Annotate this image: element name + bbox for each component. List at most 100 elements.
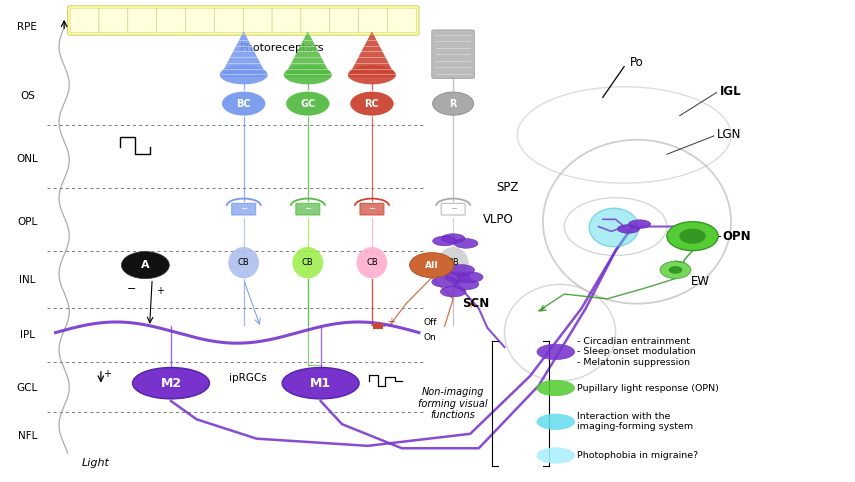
Text: M2: M2 [161,377,181,389]
Text: RPE: RPE [17,22,38,31]
FancyBboxPatch shape [186,8,215,33]
Text: RB: RB [447,258,459,267]
Polygon shape [348,31,396,77]
Ellipse shape [449,265,475,275]
Ellipse shape [348,65,396,84]
Ellipse shape [441,234,465,243]
Text: Off: Off [423,319,437,327]
Ellipse shape [133,367,209,399]
Ellipse shape [617,225,640,233]
Circle shape [350,91,394,116]
Text: AII: AII [425,261,439,269]
Circle shape [286,91,330,116]
Text: −: − [450,204,457,213]
FancyBboxPatch shape [272,8,301,33]
Ellipse shape [457,272,483,282]
Ellipse shape [220,65,268,84]
FancyBboxPatch shape [387,8,416,33]
Text: Photoreceptors: Photoreceptors [240,43,324,53]
FancyBboxPatch shape [232,203,256,215]
Text: Interaction with the
imaging-forming system: Interaction with the imaging-forming sys… [577,412,693,431]
Text: Photophobia in migraine?: Photophobia in migraine? [577,451,699,460]
FancyBboxPatch shape [360,203,384,215]
Text: Non-imaging
forming visual
functions: Non-imaging forming visual functions [418,387,488,420]
Text: −: − [369,204,375,213]
FancyBboxPatch shape [373,323,383,329]
Ellipse shape [454,239,478,248]
Text: A: A [141,260,150,270]
Ellipse shape [432,277,457,287]
FancyBboxPatch shape [359,8,387,33]
Text: EW: EW [691,276,710,288]
Text: NFL: NFL [18,431,37,441]
Circle shape [121,252,169,279]
FancyBboxPatch shape [432,30,475,79]
Polygon shape [220,31,268,77]
Ellipse shape [628,220,651,228]
FancyBboxPatch shape [215,8,244,33]
Text: +: + [387,317,395,327]
Polygon shape [284,31,332,77]
Ellipse shape [537,448,575,463]
Text: SCN: SCN [462,297,489,310]
FancyBboxPatch shape [301,8,330,33]
FancyBboxPatch shape [296,203,320,215]
Text: IGL: IGL [720,85,741,98]
Text: VLPO: VLPO [483,213,514,226]
Text: −: − [240,204,247,213]
Text: GC: GC [300,99,315,108]
Text: OPL: OPL [17,217,38,227]
Text: CB: CB [302,258,314,267]
Ellipse shape [284,65,332,84]
Text: CB: CB [366,258,378,267]
FancyBboxPatch shape [99,8,128,33]
Ellipse shape [537,344,575,360]
Text: - Circadian entrainment
- Sleep onset modulation
- Melatonin suppression: - Circadian entrainment - Sleep onset mo… [577,337,696,367]
FancyBboxPatch shape [330,8,359,33]
Text: Pupillary light response (OPN): Pupillary light response (OPN) [577,384,719,392]
Text: ONL: ONL [16,154,38,164]
Text: CB: CB [238,258,250,267]
Ellipse shape [440,286,466,297]
Ellipse shape [282,367,359,399]
FancyBboxPatch shape [244,8,272,33]
Circle shape [221,91,266,116]
Ellipse shape [589,208,639,247]
Text: +: + [466,300,474,310]
Text: R: R [450,99,457,108]
Circle shape [433,92,474,115]
Circle shape [669,266,682,274]
Circle shape [667,222,718,251]
Text: IPL: IPL [20,330,35,340]
FancyBboxPatch shape [441,203,465,215]
Circle shape [680,229,705,243]
Ellipse shape [433,236,457,246]
FancyBboxPatch shape [128,8,156,33]
FancyBboxPatch shape [68,6,419,35]
Text: SPZ: SPZ [496,182,518,194]
Text: M1: M1 [310,377,331,389]
FancyBboxPatch shape [156,8,186,33]
Text: Po: Po [630,56,644,69]
Text: +: + [103,369,110,379]
Circle shape [410,253,454,278]
Text: OPN: OPN [722,230,751,242]
Text: ipRGCs: ipRGCs [229,373,267,383]
Text: INL: INL [19,275,36,284]
Circle shape [660,261,691,279]
Ellipse shape [537,414,575,429]
Ellipse shape [292,247,323,278]
Ellipse shape [537,380,575,396]
Ellipse shape [357,247,387,278]
Ellipse shape [445,272,470,282]
Text: LGN: LGN [716,129,741,141]
Ellipse shape [228,247,259,278]
FancyBboxPatch shape [70,8,99,33]
Text: +: + [156,286,164,296]
Text: On: On [423,333,436,342]
Text: RC: RC [364,99,380,108]
Text: GCL: GCL [17,383,38,393]
Text: Light: Light [82,458,109,468]
Ellipse shape [453,279,479,290]
Text: OS: OS [20,92,35,101]
